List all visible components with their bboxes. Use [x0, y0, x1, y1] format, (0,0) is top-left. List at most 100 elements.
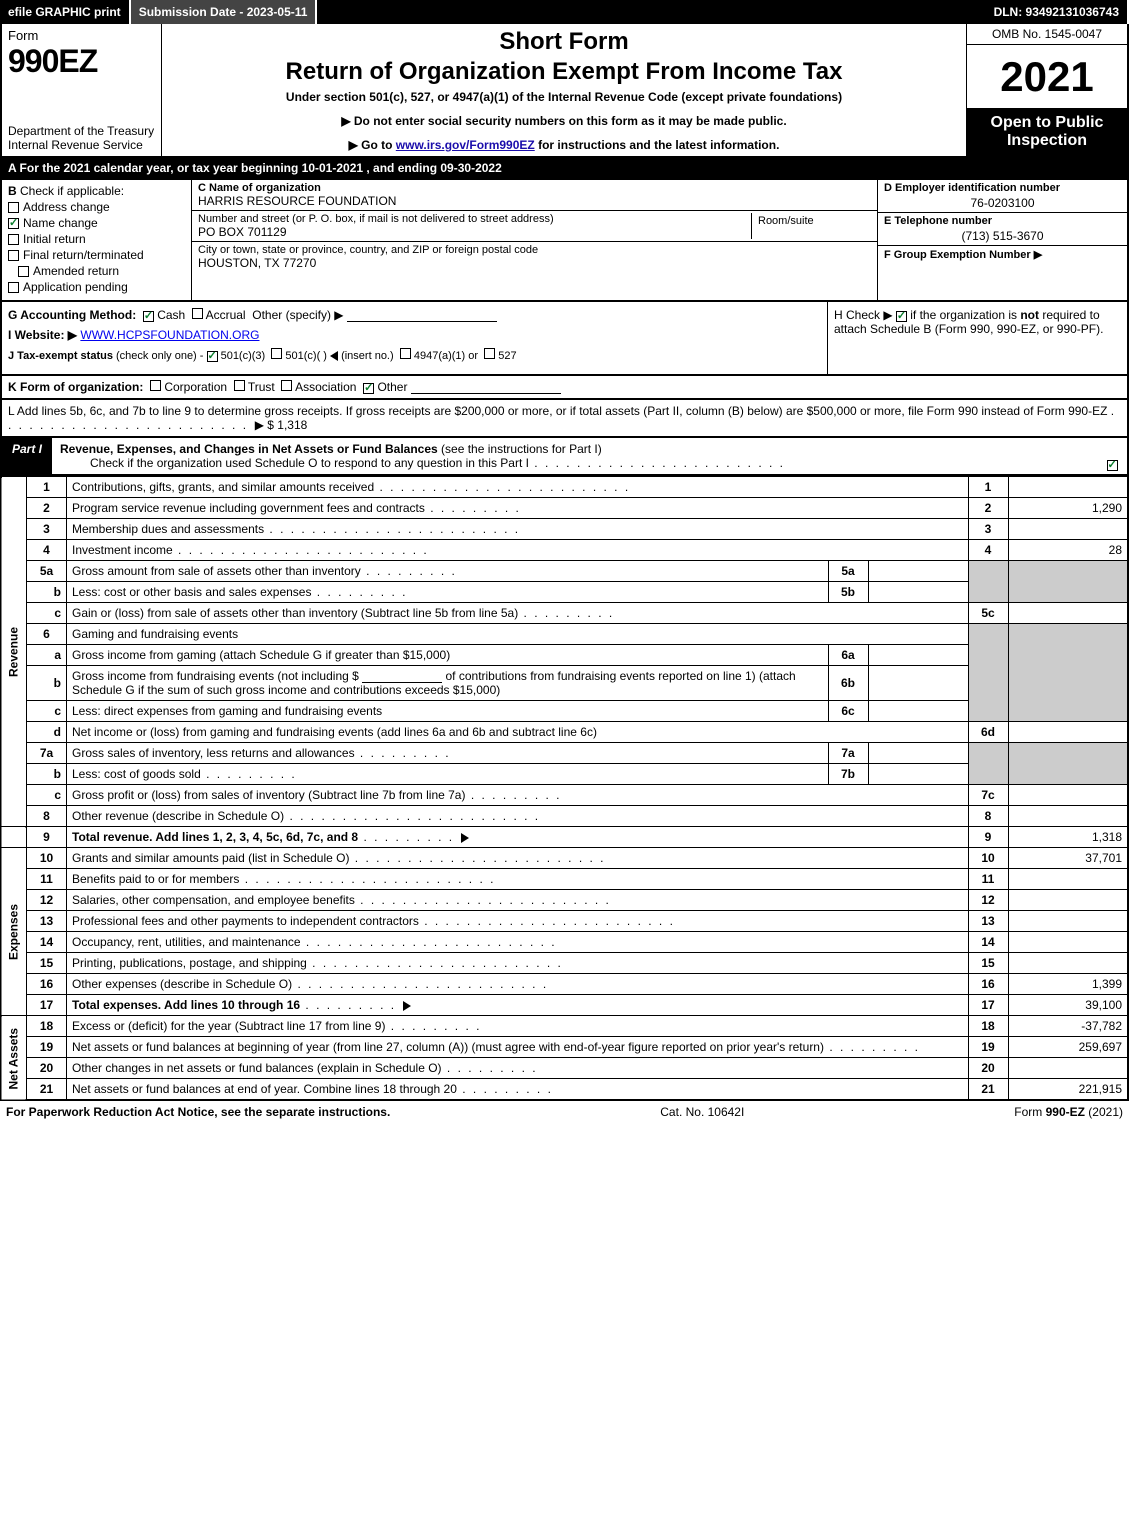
- lbl-amended: Amended return: [33, 264, 119, 278]
- chk-other-org[interactable]: [363, 383, 374, 394]
- ln6b-desc: Gross income from fundraising events (no…: [67, 666, 829, 701]
- ln8-val: [1008, 806, 1128, 827]
- ln16-cn: 16: [968, 974, 1008, 995]
- chk-schedule-b[interactable]: [896, 311, 907, 322]
- ln1-desc: Contributions, gifts, grants, and simila…: [67, 477, 969, 498]
- ln1-cn: 1: [968, 477, 1008, 498]
- ln5c-desc: Gain or (loss) from sale of assets other…: [67, 603, 969, 624]
- ln6abc-shade-cn: [968, 624, 1008, 722]
- chk-amended[interactable]: [18, 266, 29, 277]
- ln2-val: 1,290: [1008, 498, 1128, 519]
- ln14-cn: 14: [968, 932, 1008, 953]
- efile-label[interactable]: efile GRAPHIC print: [0, 0, 131, 24]
- irs-link[interactable]: www.irs.gov/Form990EZ: [396, 138, 535, 152]
- chk-name-change[interactable]: [8, 218, 19, 229]
- ln9-dots: [358, 830, 454, 844]
- ln6d-cn: 6d: [968, 722, 1008, 743]
- chk-final-return[interactable]: [8, 250, 19, 261]
- part1-sub-dots: [529, 456, 785, 470]
- ln6c-mv[interactable]: [868, 701, 968, 722]
- submission-date: Submission Date - 2023-05-11: [131, 0, 318, 24]
- chk-trust[interactable]: [234, 380, 245, 391]
- ln15-cn: 15: [968, 953, 1008, 974]
- website-link[interactable]: WWW.HCPSFOUNDATION.ORG: [80, 328, 259, 342]
- ln5c-cn: 5c: [968, 603, 1008, 624]
- ln5b-desc: Less: cost or other basis and sales expe…: [67, 582, 829, 603]
- chk-corp[interactable]: [150, 380, 161, 391]
- ln6b-mv[interactable]: [868, 666, 968, 701]
- chk-initial-return[interactable]: [8, 234, 19, 245]
- ln6b-mn: 6b: [828, 666, 868, 701]
- ln6a-mv[interactable]: [868, 645, 968, 666]
- ln14-val: [1008, 932, 1128, 953]
- omb-number: OMB No. 1545-0047: [967, 24, 1127, 45]
- ln3-num: 3: [27, 519, 67, 540]
- ln19-dots: [824, 1040, 920, 1054]
- chk-527[interactable]: [484, 348, 495, 359]
- ln7a-mv[interactable]: [868, 743, 968, 764]
- ln21-dots: [457, 1082, 553, 1096]
- chk-schedule-o[interactable]: [1107, 460, 1118, 471]
- ln5a-dots: [361, 564, 457, 578]
- ln7b-dots: [201, 767, 297, 781]
- lbl-initial-return: Initial return: [23, 232, 86, 246]
- ln12-desc: Salaries, other compensation, and employ…: [67, 890, 969, 911]
- c-addr-label: Number and street (or P. O. box, if mail…: [198, 213, 751, 225]
- row-k: K Form of organization: Corporation Trus…: [0, 376, 1129, 400]
- ln7b-mv[interactable]: [868, 764, 968, 785]
- side-net-assets: Net Assets: [1, 1016, 27, 1101]
- org-address: PO BOX 701129: [198, 225, 751, 239]
- h-text2: if the organization is: [910, 308, 1020, 322]
- ln5a-mv[interactable]: [868, 561, 968, 582]
- ln7a-mn: 7a: [828, 743, 868, 764]
- ln5b-num: b: [27, 582, 67, 603]
- ln7b-mn: 7b: [828, 764, 868, 785]
- part1-sub-text: Check if the organization used Schedule …: [90, 456, 529, 470]
- ln20-cn: 20: [968, 1058, 1008, 1079]
- lbl-name-change: Name change: [23, 216, 98, 230]
- h-text1: H Check ▶: [834, 308, 893, 322]
- g-accounting: G Accounting Method: Cash Accrual Other …: [8, 308, 821, 322]
- ln20-val: [1008, 1058, 1128, 1079]
- ln9-num: 9: [27, 827, 67, 848]
- chk-4947[interactable]: [400, 348, 411, 359]
- chk-501c3[interactable]: [207, 351, 218, 362]
- ln6a-mn: 6a: [828, 645, 868, 666]
- lbl-cash: Cash: [157, 308, 185, 322]
- ln18-num: 18: [27, 1016, 67, 1037]
- ln8-cn: 8: [968, 806, 1008, 827]
- section-e: E Telephone number (713) 515-3670: [878, 213, 1127, 246]
- ln19-cn: 19: [968, 1037, 1008, 1058]
- ln1-val: [1008, 477, 1128, 498]
- chk-accrual[interactable]: [192, 308, 203, 319]
- ln9-text: Total revenue. Add lines 1, 2, 3, 4, 5c,…: [72, 830, 358, 844]
- ln16-dots: [292, 977, 548, 991]
- header-mid: Short Form Return of Organization Exempt…: [162, 24, 967, 156]
- section-f: F Group Exemption Number ▶: [878, 246, 1127, 300]
- other-specify-line[interactable]: [347, 308, 497, 322]
- ln21-text: Net assets or fund balances at end of ye…: [72, 1082, 457, 1096]
- ln13-val: [1008, 911, 1128, 932]
- ln6b-fill[interactable]: [362, 669, 442, 683]
- section-d: D Employer identification number 76-0203…: [878, 180, 1127, 213]
- chk-501c[interactable]: [271, 348, 282, 359]
- part1-title-sub: (see the instructions for Part I): [441, 442, 602, 456]
- chk-assoc[interactable]: [281, 380, 292, 391]
- ln6b-num: b: [27, 666, 67, 701]
- ln11-text: Benefits paid to or for members: [72, 872, 239, 886]
- section-h: H Check ▶ if the organization is not req…: [827, 302, 1127, 374]
- lbl-final-return: Final return/terminated: [23, 248, 144, 262]
- ln11-desc: Benefits paid to or for members: [67, 869, 969, 890]
- ln10-desc: Grants and similar amounts paid (list in…: [67, 848, 969, 869]
- other-org-line[interactable]: [411, 380, 561, 394]
- under-section: Under section 501(c), 527, or 4947(a)(1)…: [172, 90, 956, 104]
- ln12-dots: [355, 893, 611, 907]
- chk-address-change[interactable]: [8, 202, 19, 213]
- ln11-val: [1008, 869, 1128, 890]
- ln18-desc: Excess or (deficit) for the year (Subtra…: [67, 1016, 969, 1037]
- ln5b-mv[interactable]: [868, 582, 968, 603]
- chk-cash[interactable]: [143, 311, 154, 322]
- ln1-num: 1: [27, 477, 67, 498]
- chk-app-pending[interactable]: [8, 282, 19, 293]
- ln5a-desc: Gross amount from sale of assets other t…: [67, 561, 829, 582]
